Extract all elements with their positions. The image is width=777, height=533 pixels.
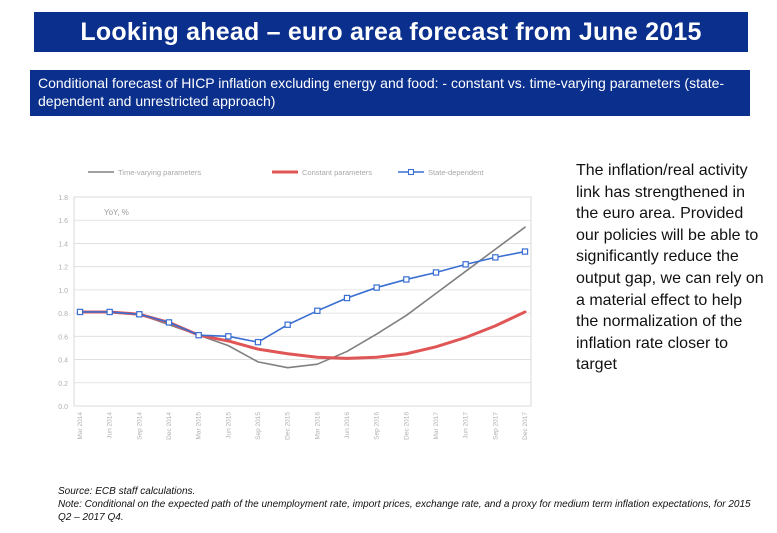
series-point-2 [343, 294, 351, 302]
series-point-2 [76, 308, 84, 316]
x-tick-label: Dec 2017 [522, 412, 529, 440]
line-chart: 0.0 0.2 0.4 0.6 0.8 1.0 1.2 1.4 1.6 1.8 Mar 2014 Ju… [58, 168, 532, 440]
y-tick-label: 0.6 [58, 334, 68, 341]
y-tick-label: 1.6 [58, 218, 68, 225]
source-note: Source: ECB staff calculations. [58, 486, 196, 497]
series-line-2 [79, 250, 526, 343]
series-point-2 [462, 261, 469, 268]
y-tick-label: 0.0 [58, 404, 68, 411]
y-tick-label: 0.4 [58, 358, 68, 365]
series-point-2 [136, 311, 143, 318]
x-tick-label: Dec 2014 [166, 412, 173, 440]
legend-label-2: State-dependent [428, 168, 484, 177]
y-tick-label: 0.8 [58, 311, 68, 318]
x-tick-label: Mar 2017 [433, 412, 440, 440]
x-tick-label: Jun 2014 [107, 412, 114, 439]
x-tick-label: Sep 2015 [255, 412, 262, 440]
y-tick-label: 1.4 [58, 241, 68, 248]
series-point-2 [314, 307, 321, 314]
series-point-2 [106, 308, 113, 316]
x-tick-label: Dec 2015 [285, 412, 292, 440]
x-tick-label: Mar 2016 [314, 412, 321, 440]
series-point-2 [225, 333, 232, 340]
slide-title: Looking ahead – euro area forecast from … [34, 12, 748, 52]
x-tick-label: Jun 2017 [463, 412, 470, 439]
x-tick-label: Mar 2014 [77, 412, 84, 440]
y-axis-label: YoY, % [104, 208, 129, 217]
x-tick-label: Jun 2015 [225, 412, 232, 439]
series-point-2 [195, 331, 202, 339]
legend-label-0: Time-varying parameters [118, 168, 201, 177]
chart-container: 0.0 0.2 0.4 0.6 0.8 1.0 1.2 1.4 1.6 1.8 Mar 2014 Ju… [36, 152, 546, 452]
series-point-2 [432, 269, 440, 276]
x-tick-label: Sep 2017 [492, 412, 499, 440]
methodology-note: Note: Conditional on the expected path o… [58, 499, 751, 523]
series-point-2 [373, 284, 380, 291]
legend-marker-2 [407, 168, 415, 176]
y-tick-label: 1.8 [58, 195, 68, 202]
series-line-1 [78, 310, 527, 360]
series-point-2 [284, 321, 291, 328]
x-tick-label: Sep 2016 [374, 412, 381, 440]
y-tick-label: 0.2 [58, 381, 68, 388]
y-tick-label: 1.0 [58, 288, 68, 295]
y-tick-label: 1.2 [58, 265, 68, 272]
series-line-0 [79, 226, 526, 369]
chart-footer: Source: ECB staff calculations. Note: Co… [58, 485, 758, 524]
commentary-text: The inflation/real activity link has str… [576, 162, 764, 374]
series-point-2 [254, 338, 262, 346]
series-point-2 [403, 276, 410, 283]
plot-frame [73, 196, 532, 407]
legend-label-1: Constant parameters [302, 168, 372, 177]
x-tick-label: Dec 2016 [403, 412, 410, 440]
x-tick-label: Mar 2015 [196, 412, 203, 440]
chart-subtitle: Conditional forecast of HICP inflation e… [30, 70, 750, 116]
series-point-2 [492, 254, 499, 261]
x-tick-label: Jun 2016 [344, 412, 351, 439]
series-point-2 [521, 248, 529, 255]
series-point-2 [165, 319, 173, 326]
x-tick-label: Sep 2014 [136, 412, 143, 440]
